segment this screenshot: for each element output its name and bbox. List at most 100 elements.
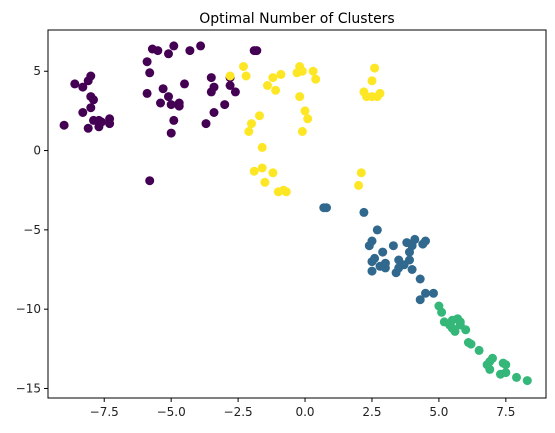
data-point <box>512 372 521 382</box>
data-point <box>142 57 152 67</box>
data-point <box>359 207 369 217</box>
data-point <box>239 62 248 71</box>
x-tick-label: −7.5 <box>90 405 119 419</box>
data-point <box>97 117 106 127</box>
data-point <box>429 288 438 298</box>
data-point <box>158 84 168 94</box>
data-point <box>421 288 430 298</box>
data-point <box>295 92 305 102</box>
data-point <box>372 225 382 235</box>
data-point <box>522 376 532 386</box>
data-point <box>263 81 272 90</box>
data-point <box>241 71 251 81</box>
x-tick-label: 7.5 <box>496 405 515 419</box>
data-point <box>86 103 96 113</box>
plot-frame <box>47 29 547 399</box>
data-point <box>297 127 307 136</box>
data-point <box>252 46 262 56</box>
data-point <box>485 357 495 366</box>
x-tick-label: −5.0 <box>157 405 186 419</box>
data-point <box>466 339 476 349</box>
data-point <box>474 345 484 355</box>
data-point <box>354 180 364 190</box>
data-point <box>196 41 206 51</box>
data-point <box>249 166 259 176</box>
data-point <box>164 49 173 59</box>
data-point <box>501 368 511 378</box>
data-point <box>247 119 256 129</box>
data-point <box>142 88 152 98</box>
data-point <box>356 168 366 178</box>
data-point <box>185 46 195 56</box>
data-point <box>455 320 465 330</box>
data-point <box>292 68 302 78</box>
data-point <box>78 108 88 117</box>
data-point <box>367 266 377 276</box>
data-point <box>225 71 235 81</box>
chart-title: Optimal Number of Clusters <box>199 11 394 27</box>
data-point <box>303 114 313 124</box>
data-point <box>78 82 88 92</box>
data-point <box>86 71 96 81</box>
data-point <box>388 241 398 251</box>
data-point <box>244 127 254 136</box>
x-axis: −7.5 −5.0 −2.5 0.0 2.5 5.0 7.5 <box>90 398 515 419</box>
data-point <box>153 46 163 56</box>
data-point <box>300 106 310 116</box>
data-point <box>308 66 318 76</box>
data-point <box>268 168 278 178</box>
data-point <box>421 236 430 246</box>
data-point <box>415 295 425 305</box>
data-point <box>209 82 219 92</box>
data-point <box>311 74 321 84</box>
data-point <box>370 253 380 263</box>
data-point <box>174 101 184 111</box>
data-point <box>370 63 380 73</box>
x-tick-label: −2.5 <box>224 405 253 419</box>
data-point <box>322 203 331 213</box>
data-point <box>201 119 211 129</box>
data-point <box>375 88 385 98</box>
data-point <box>447 315 457 325</box>
data-point <box>257 142 267 152</box>
data-point <box>367 236 377 246</box>
y-tick-label: 5 <box>33 64 41 78</box>
y-tick-label: −15 <box>16 381 41 395</box>
data-point <box>276 69 286 79</box>
y-tick-label: 0 <box>33 144 41 158</box>
data-point <box>257 163 267 173</box>
data-point <box>169 115 179 125</box>
data-point <box>89 95 98 105</box>
y-tick-label: −5 <box>23 223 41 237</box>
y-tick-label: −10 <box>16 302 41 316</box>
data-point <box>156 98 165 108</box>
data-point <box>209 108 219 117</box>
data-point <box>230 87 240 97</box>
data-point <box>145 68 155 78</box>
data-point <box>407 265 417 274</box>
data-point <box>367 76 377 86</box>
data-point <box>410 234 420 244</box>
data-point <box>255 111 264 121</box>
x-tick-label: 0.0 <box>295 405 314 419</box>
data-point <box>206 73 216 83</box>
data-point <box>83 123 93 133</box>
data-point <box>59 120 69 130</box>
data-point <box>220 100 230 110</box>
data-point <box>145 176 155 186</box>
data-point <box>380 258 390 268</box>
data-point <box>225 81 235 90</box>
data-point <box>271 85 281 95</box>
data-point <box>105 119 115 129</box>
data-point <box>70 79 80 89</box>
x-tick-label: 5.0 <box>429 405 448 419</box>
data-point <box>260 177 270 187</box>
data-point <box>268 73 278 83</box>
data-point <box>166 128 176 138</box>
data-point <box>485 364 495 374</box>
data-point <box>378 247 388 257</box>
data-point <box>399 260 409 270</box>
data-point <box>164 92 173 102</box>
